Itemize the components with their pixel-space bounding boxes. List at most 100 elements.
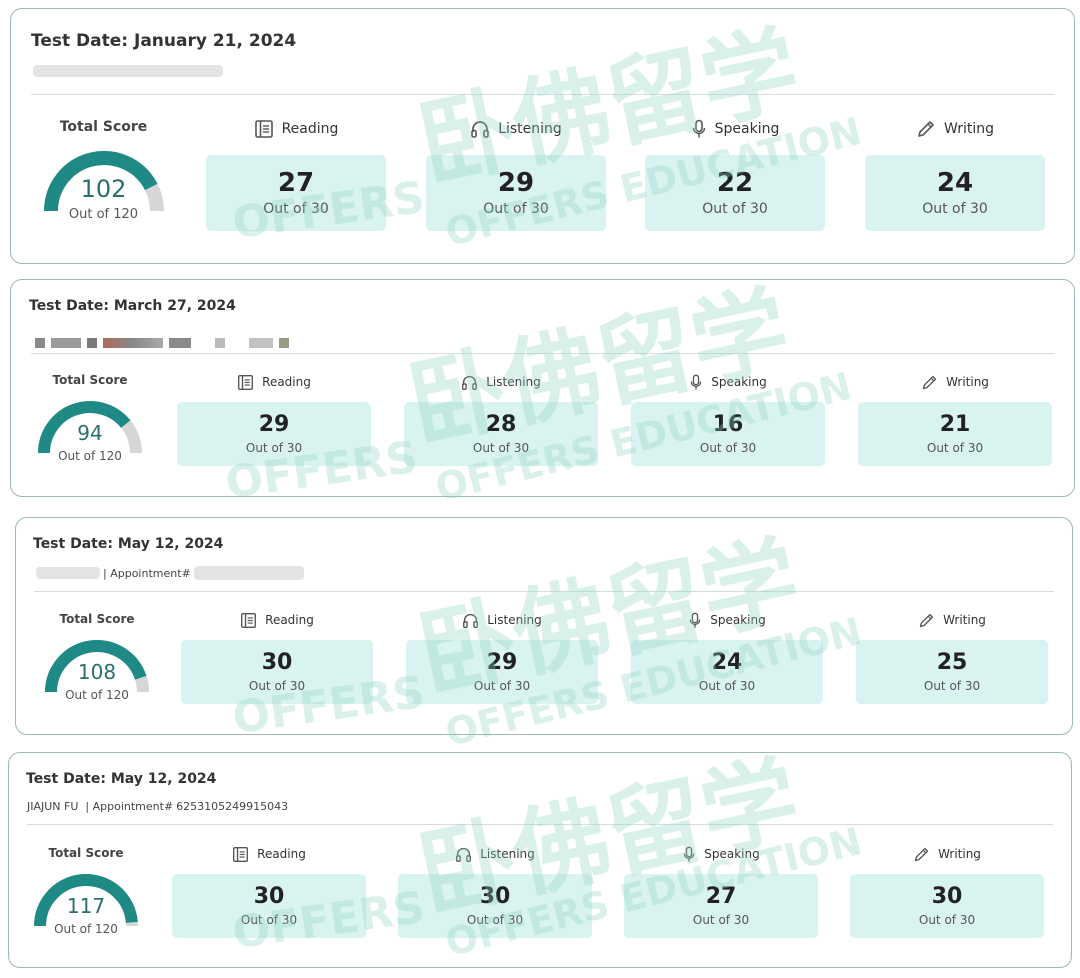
section-out-of: Out of 30	[472, 440, 530, 455]
section-writing: Writing 30 Out of 30	[850, 844, 1044, 938]
section-reading: Reading 27 Out of 30	[206, 117, 386, 231]
section-out-of: Out of 30	[918, 912, 976, 927]
section-out-of: Out of 30	[245, 440, 303, 455]
section-score: 24	[936, 167, 974, 198]
section-score: 29	[486, 650, 518, 676]
total-score-gauge: 94 Out of 120	[36, 397, 144, 483]
section-name: Writing	[944, 121, 994, 137]
section-score-box: 29 Out of 30	[426, 155, 606, 231]
test-date-heading: Test Date: May 12, 2024	[33, 536, 223, 552]
microphone-icon	[691, 119, 707, 139]
book-icon	[240, 612, 257, 629]
total-score-gauge: 102 Out of 120	[42, 147, 166, 245]
microphone-icon	[688, 612, 702, 629]
section-writing: Writing 24 Out of 30	[865, 117, 1045, 231]
section-listening: Listening 30 Out of 30	[398, 844, 592, 938]
section-score-box: 29 Out of 30	[406, 640, 598, 704]
headphones-icon	[455, 846, 472, 863]
section-out-of: Out of 30	[926, 440, 984, 455]
section-name: Writing	[938, 847, 981, 861]
pencil-icon	[913, 846, 930, 863]
section-score: 30	[253, 884, 285, 910]
test-date-label: Test Date:	[29, 298, 109, 314]
section-name: Reading	[257, 847, 306, 861]
section-name: Speaking	[714, 121, 780, 137]
test-date-value: January 21, 2024	[134, 31, 297, 51]
section-name: Speaking	[704, 847, 760, 861]
section-out-of: Out of 30	[263, 201, 329, 218]
total-score-value: 117	[66, 894, 106, 918]
total-score: Total Score 117 Out of 120	[27, 846, 145, 956]
section-reading: Reading 30 Out of 30	[181, 610, 373, 704]
section-reading: Reading 29 Out of 30	[177, 372, 371, 466]
test-date-value: May 12, 2024	[110, 771, 217, 787]
section-name: Listening	[498, 121, 562, 137]
section-score-box: 27 Out of 30	[624, 874, 818, 938]
section-out-of: Out of 30	[702, 201, 768, 218]
total-score-label: Total Score	[59, 119, 148, 135]
section-out-of: Out of 30	[699, 440, 757, 455]
candidate-info-redacted	[33, 65, 223, 77]
section-score: 29	[258, 412, 290, 438]
section-score: 25	[936, 650, 968, 676]
section-score-box: 30 Out of 30	[172, 874, 366, 938]
score-card-1: Test Date: January 21, 2024 Total Score …	[10, 8, 1075, 264]
book-icon	[237, 374, 254, 391]
section-writing: Writing 21 Out of 30	[858, 372, 1052, 466]
section-name: Listening	[480, 847, 535, 861]
candidate-info: | Appointment#	[36, 566, 304, 580]
section-listening: Listening 28 Out of 30	[404, 372, 598, 466]
gauge-fill	[43, 151, 157, 212]
section-score-box: 30 Out of 30	[181, 640, 373, 704]
microphone-icon	[682, 846, 696, 863]
section-name: Listening	[487, 613, 542, 627]
section-name: Writing	[943, 613, 986, 627]
total-score-label: Total Score	[59, 612, 135, 626]
appointment-label: | Appointment#	[103, 566, 191, 580]
section-name: Reading	[281, 121, 339, 137]
section-name: Speaking	[710, 613, 766, 627]
section-score-box: 21 Out of 30	[858, 402, 1052, 466]
section-speaking: Speaking 22 Out of 30	[645, 117, 825, 231]
test-date-heading: Test Date: January 21, 2024	[31, 31, 296, 51]
score-card-4: Test Date: May 12, 2024 JIAJUN FU | Appo…	[8, 752, 1072, 968]
section-score: 16	[712, 412, 744, 438]
test-date-label: Test Date:	[31, 31, 129, 51]
section-out-of: Out of 30	[923, 678, 981, 693]
headphones-icon	[470, 119, 490, 139]
test-date-label: Test Date:	[26, 771, 106, 787]
total-score-out-of: Out of 120	[65, 688, 129, 702]
section-score-box: 22 Out of 30	[645, 155, 825, 231]
section-score-box: 16 Out of 30	[631, 402, 825, 466]
book-icon	[232, 846, 249, 863]
section-name: Reading	[265, 613, 314, 627]
section-out-of: Out of 30	[248, 678, 306, 693]
test-date-heading: Test Date: May 12, 2024	[26, 771, 216, 787]
section-score-box: 24 Out of 30	[865, 155, 1045, 231]
total-score: Total Score 94 Out of 120	[31, 373, 149, 483]
test-date-label: Test Date:	[33, 536, 113, 552]
headphones-icon	[462, 612, 479, 629]
section-name: Reading	[262, 375, 311, 389]
gauge-fill	[34, 874, 138, 927]
total-score-out-of: Out of 120	[58, 449, 122, 463]
total-score-out-of: Out of 120	[54, 922, 118, 936]
gauge-fill	[45, 640, 147, 693]
section-score-box: 30 Out of 30	[850, 874, 1044, 938]
section-out-of: Out of 30	[240, 912, 298, 927]
section-speaking: Speaking 16 Out of 30	[631, 372, 825, 466]
section-writing: Writing 25 Out of 30	[856, 610, 1048, 704]
section-speaking: Speaking 27 Out of 30	[624, 844, 818, 938]
total-score-value: 108	[77, 660, 117, 684]
score-card-2: Test Date: March 27, 2024 Total Score 94…	[10, 279, 1075, 497]
section-out-of: Out of 30	[466, 912, 524, 927]
section-name: Speaking	[711, 375, 767, 389]
total-score-gauge: 108 Out of 120	[43, 636, 151, 722]
test-date-value: May 12, 2024	[117, 536, 224, 552]
section-score: 27	[277, 167, 315, 198]
section-score: 30	[261, 650, 293, 676]
total-score: Total Score 102 Out of 120	[36, 119, 171, 245]
test-date-heading: Test Date: March 27, 2024	[29, 298, 236, 314]
total-score-gauge: 117 Out of 120	[32, 870, 140, 956]
total-score-value: 94	[77, 421, 103, 445]
